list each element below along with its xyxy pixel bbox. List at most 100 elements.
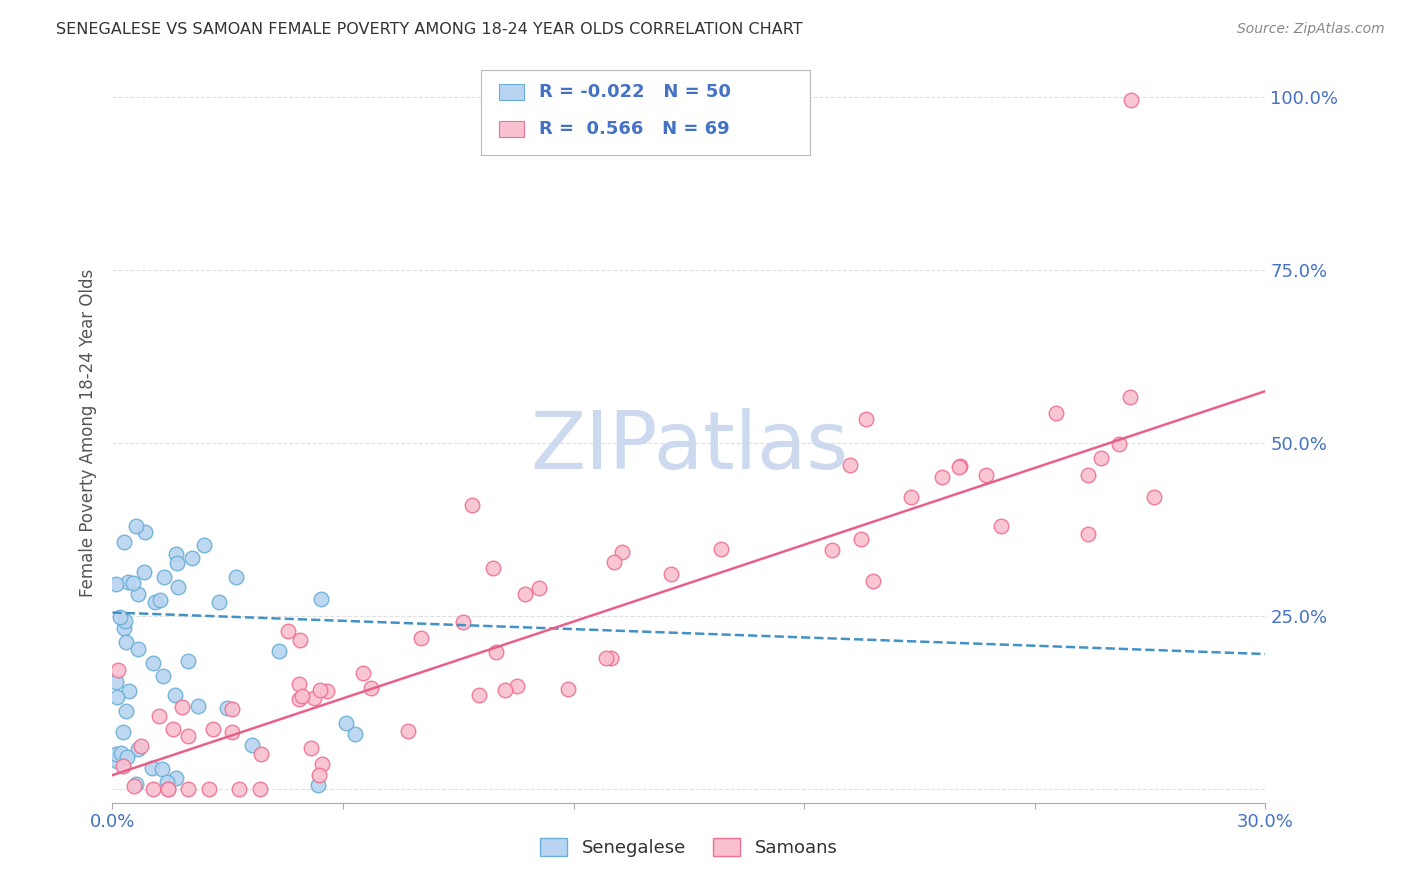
Point — [105, 747, 128, 761]
Point — [187, 698, 209, 713]
Point — [148, 709, 170, 723]
Point — [862, 574, 884, 588]
Point — [1119, 94, 1142, 108]
Point — [221, 724, 243, 739]
Point — [1119, 390, 1142, 404]
Point — [177, 729, 200, 743]
Point — [249, 747, 271, 761]
Point — [527, 581, 550, 595]
Point — [156, 775, 179, 789]
Point — [1108, 437, 1130, 451]
Point — [141, 761, 163, 775]
Point — [482, 561, 505, 575]
Point — [949, 458, 972, 473]
Point — [152, 669, 174, 683]
Point — [165, 771, 187, 785]
Point — [112, 759, 135, 773]
Point — [301, 741, 323, 756]
Point — [308, 768, 330, 782]
Point — [163, 688, 186, 702]
Point — [990, 519, 1012, 533]
Point — [149, 593, 172, 607]
Point — [1077, 467, 1099, 482]
Point — [343, 727, 366, 741]
Point — [105, 754, 128, 768]
Point — [208, 594, 231, 608]
Point — [115, 704, 138, 718]
Point — [125, 519, 148, 533]
Point — [153, 570, 176, 584]
Point — [117, 575, 139, 590]
FancyBboxPatch shape — [481, 70, 810, 155]
Legend: Senegalese, Samoans: Senegalese, Samoans — [533, 830, 845, 864]
Point — [108, 609, 131, 624]
Point — [839, 458, 862, 473]
Point — [240, 738, 263, 752]
Point — [316, 684, 339, 698]
Point — [302, 690, 325, 705]
Point — [166, 556, 188, 570]
Point — [288, 633, 311, 648]
Point — [176, 654, 198, 668]
Bar — [499, 121, 524, 137]
Point — [142, 656, 165, 670]
Point — [105, 577, 128, 591]
Y-axis label: Female Poverty Among 18-24 Year Olds: Female Poverty Among 18-24 Year Olds — [79, 268, 97, 597]
Point — [107, 663, 129, 677]
Point — [221, 702, 243, 716]
Point — [193, 538, 215, 552]
Point — [267, 644, 290, 658]
Point — [110, 746, 132, 760]
Point — [111, 725, 134, 739]
Point — [112, 621, 135, 635]
Text: R =  0.566   N = 69: R = 0.566 N = 69 — [538, 120, 730, 138]
Point — [461, 498, 484, 512]
Point — [170, 700, 193, 714]
Text: ZIPatlas: ZIPatlas — [530, 409, 848, 486]
Point — [602, 556, 624, 570]
Text: R = -0.022   N = 50: R = -0.022 N = 50 — [538, 83, 731, 101]
Point — [127, 587, 149, 601]
Point — [409, 631, 432, 645]
Point — [291, 689, 314, 703]
Point — [948, 460, 970, 475]
Point — [595, 651, 617, 665]
Point — [360, 681, 382, 696]
Point — [1143, 490, 1166, 504]
Point — [467, 688, 489, 702]
Point — [599, 651, 621, 665]
Point — [125, 777, 148, 791]
Point — [105, 674, 128, 689]
Point — [118, 684, 141, 698]
Point — [855, 412, 877, 426]
Point — [167, 580, 190, 594]
Point — [1077, 527, 1099, 541]
Point — [122, 779, 145, 793]
Point — [129, 739, 152, 754]
Point — [1045, 406, 1067, 420]
Point — [352, 665, 374, 680]
Point — [931, 470, 953, 484]
Point — [485, 644, 508, 658]
Point — [156, 781, 179, 796]
Point — [198, 781, 221, 796]
Point — [396, 723, 419, 738]
Point — [277, 624, 299, 638]
Point — [287, 691, 309, 706]
Point — [115, 635, 138, 649]
Point — [513, 587, 536, 601]
Point — [974, 467, 997, 482]
Point — [307, 779, 329, 793]
Point — [821, 543, 844, 558]
Point — [308, 682, 330, 697]
Point — [659, 566, 682, 581]
Point — [143, 594, 166, 608]
Bar — [499, 84, 524, 100]
Point — [557, 682, 579, 697]
Point — [134, 524, 156, 539]
Point — [115, 749, 138, 764]
Point — [900, 491, 922, 505]
Point — [451, 615, 474, 630]
Point — [288, 677, 311, 691]
Point — [1090, 451, 1112, 466]
